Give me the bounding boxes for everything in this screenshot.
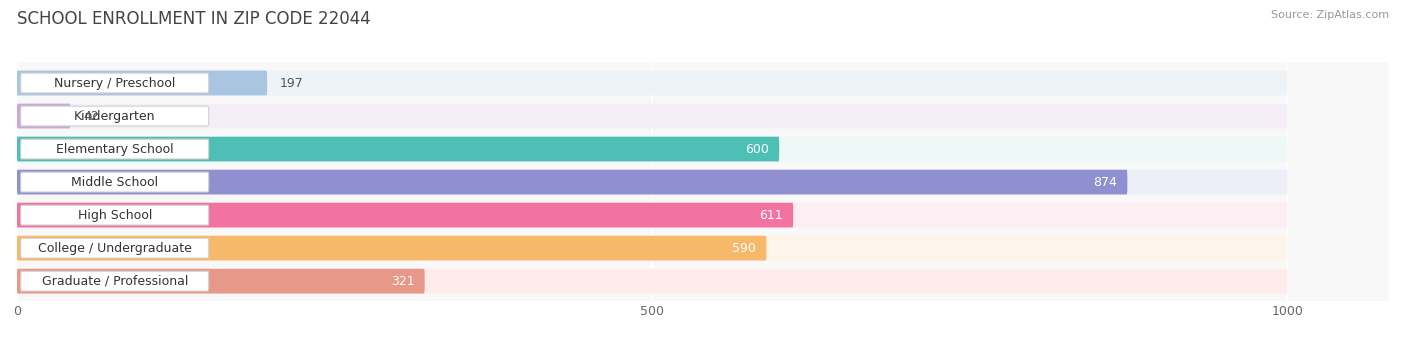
FancyBboxPatch shape: [17, 170, 1288, 195]
FancyBboxPatch shape: [17, 71, 1288, 95]
FancyBboxPatch shape: [17, 137, 1288, 161]
FancyBboxPatch shape: [17, 104, 1288, 129]
Text: 600: 600: [745, 143, 769, 156]
FancyBboxPatch shape: [17, 71, 267, 95]
Text: 590: 590: [733, 242, 756, 255]
Text: Graduate / Professional: Graduate / Professional: [42, 275, 188, 288]
Text: 321: 321: [391, 275, 415, 288]
FancyBboxPatch shape: [21, 205, 208, 225]
FancyBboxPatch shape: [17, 269, 425, 293]
FancyBboxPatch shape: [17, 203, 793, 227]
FancyBboxPatch shape: [21, 238, 208, 258]
Text: College / Undergraduate: College / Undergraduate: [38, 242, 191, 255]
FancyBboxPatch shape: [21, 172, 208, 192]
FancyBboxPatch shape: [17, 269, 1288, 293]
Text: Nursery / Preschool: Nursery / Preschool: [53, 77, 176, 90]
FancyBboxPatch shape: [21, 139, 208, 159]
Text: 197: 197: [280, 77, 304, 90]
Text: Kindergarten: Kindergarten: [75, 109, 156, 122]
FancyBboxPatch shape: [21, 73, 208, 93]
FancyBboxPatch shape: [17, 236, 1288, 261]
FancyBboxPatch shape: [21, 271, 208, 291]
Text: Source: ZipAtlas.com: Source: ZipAtlas.com: [1271, 10, 1389, 20]
Text: 42: 42: [83, 109, 98, 122]
FancyBboxPatch shape: [17, 137, 779, 161]
Text: Middle School: Middle School: [72, 175, 159, 188]
FancyBboxPatch shape: [17, 236, 766, 261]
FancyBboxPatch shape: [17, 104, 70, 129]
Text: Elementary School: Elementary School: [56, 143, 173, 156]
FancyBboxPatch shape: [21, 106, 208, 126]
Text: High School: High School: [77, 209, 152, 222]
FancyBboxPatch shape: [17, 170, 1128, 195]
Text: 874: 874: [1094, 175, 1118, 188]
Text: SCHOOL ENROLLMENT IN ZIP CODE 22044: SCHOOL ENROLLMENT IN ZIP CODE 22044: [17, 10, 371, 28]
Text: 611: 611: [759, 209, 783, 222]
FancyBboxPatch shape: [17, 203, 1288, 227]
